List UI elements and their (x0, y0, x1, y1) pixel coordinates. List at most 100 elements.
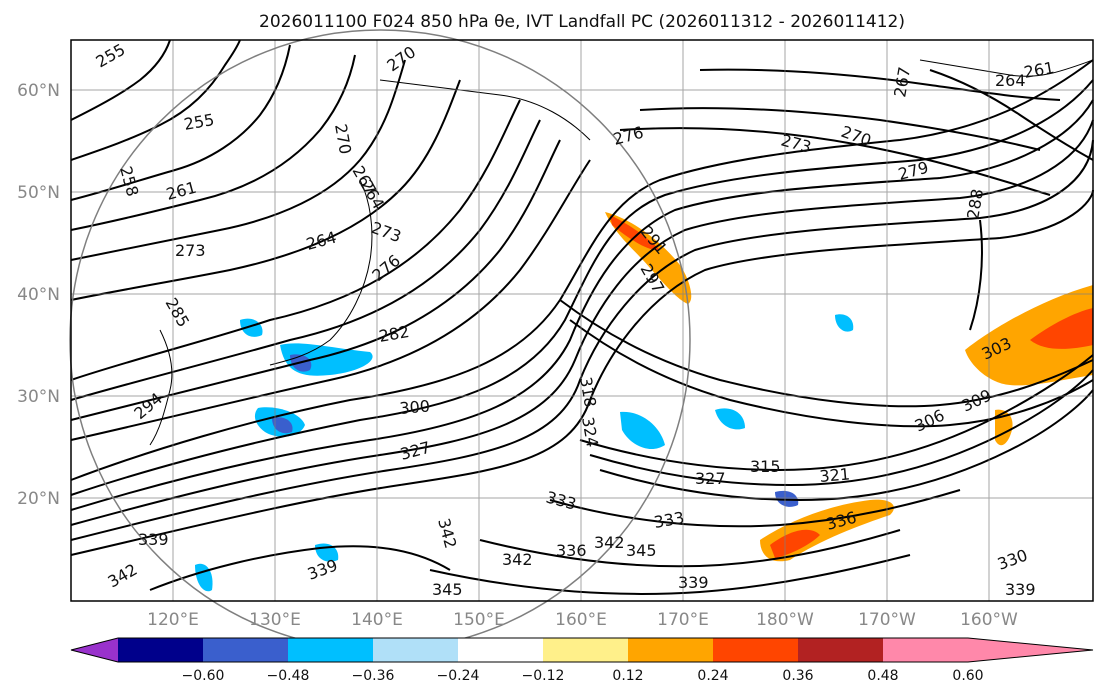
lon-label-160w: 160°W (960, 610, 1018, 630)
lat-label-20n: 20°N (17, 489, 60, 509)
colorbar-tick: −0.12 (522, 668, 565, 684)
lon-label-170w: 170°W (858, 610, 916, 630)
positive-anomaly-east (965, 285, 1093, 386)
colorbar-segment (118, 638, 203, 662)
negative-anomaly-north (835, 314, 854, 332)
contour-line (70, 159, 591, 441)
map-frame (70, 39, 1094, 602)
contour-line (70, 99, 521, 381)
colorbar-tick: 0.48 (867, 668, 898, 684)
coastline (269, 179, 373, 366)
lon-label-130e: 130°E (249, 610, 301, 630)
strong-positive-anomaly-east (1030, 308, 1093, 349)
colorbar-tick: 0.36 (782, 668, 813, 684)
colorbar-segment (798, 638, 883, 662)
colorbar-segment (458, 638, 543, 662)
colorbar-segment (203, 638, 288, 662)
contour-line (619, 127, 1051, 196)
contour-line (70, 99, 1094, 511)
contour-line (70, 39, 171, 121)
contour-line (70, 119, 1094, 526)
colorbar-segment (883, 638, 968, 662)
colorbar-tick: −0.36 (352, 668, 395, 684)
colorbar-extend-high (968, 638, 1093, 662)
contour-label: 339 (1005, 580, 1036, 599)
colorbar-outline (70, 637, 1094, 663)
contour-label: 339 (678, 573, 709, 592)
map-background (71, 40, 1093, 601)
colorbar-tick: −0.24 (437, 668, 480, 684)
lon-label-160e: 160°E (555, 610, 607, 630)
colorbar-tick: 0.60 (952, 668, 983, 684)
contour-line (70, 119, 541, 401)
contour-line (699, 68, 1061, 101)
colorbar-tick: 0.12 (612, 668, 643, 684)
contour-line (429, 554, 911, 595)
longitude-labels: 120°E 130°E 140°E 150°E 160°E 170°E 180°… (147, 610, 1018, 630)
contour-label: 315 (750, 457, 781, 476)
strong-positive-anomaly-south (770, 529, 820, 558)
colorbar-tick: 0.24 (697, 668, 728, 684)
theta-e-contours (70, 39, 1094, 595)
latitude-labels: 60°N 50°N 40°N 30°N 20°N (17, 81, 60, 509)
colorbar-segment (713, 638, 798, 662)
colorbar-tick: −0.48 (267, 668, 310, 684)
contour-label: 336 (556, 541, 587, 560)
colorbar-segment (628, 638, 713, 662)
colorbar-extend-low (71, 638, 118, 662)
lat-label-60n: 60°N (17, 81, 60, 101)
contour-line (569, 319, 1094, 428)
contour-line (70, 59, 1094, 481)
coastline (379, 79, 591, 141)
colorbar-segment (543, 638, 628, 662)
strong-negative-anomaly-south-japan (272, 417, 293, 434)
lon-label-180w: 180°W (756, 610, 814, 630)
contour-label: 345 (626, 541, 657, 560)
colorbar-segment (288, 638, 373, 662)
contour-line (589, 369, 1094, 487)
lon-label-120e: 120°E (147, 610, 199, 630)
colorbar: −0.60 −0.48 −0.36 −0.24 −0.12 0.12 0.24 … (70, 637, 1094, 684)
contour-line (549, 489, 961, 528)
lat-label-50n: 50°N (17, 183, 60, 203)
lon-label-150e: 150°E (453, 610, 505, 630)
contour-line (70, 39, 241, 161)
contour-line (969, 219, 983, 331)
contour-line (70, 79, 1094, 496)
contour-label: 264 (995, 71, 1026, 90)
gridlines (71, 40, 1093, 601)
contour-line (599, 389, 1094, 502)
coastline (919, 59, 1094, 77)
contour-label: 321 (819, 464, 851, 486)
lat-label-40n: 40°N (17, 285, 60, 305)
contour-label: 342 (502, 550, 533, 569)
lon-label-140e: 140°E (351, 610, 403, 630)
contour-line (929, 69, 1094, 161)
contour-line (70, 59, 406, 261)
contour-line (579, 354, 1094, 472)
contour-label: 300 (399, 396, 431, 418)
contour-label: 339 (138, 530, 169, 549)
map-title: 2026011100 F024 850 hPa θe, IVT Landfall… (259, 12, 905, 32)
negative-anomaly-central (620, 411, 665, 450)
coastline (149, 329, 173, 446)
contour-line (639, 107, 1041, 151)
colorbar-tick: −0.60 (182, 668, 225, 684)
contour-line (149, 545, 451, 591)
contour-label: 327 (695, 469, 726, 488)
coastlines (149, 59, 1094, 446)
lon-label-170e: 170°E (657, 610, 709, 630)
contour-label: 342 (594, 533, 625, 552)
contour-line (70, 44, 291, 201)
contour-line (559, 299, 1094, 408)
contour-line (479, 529, 901, 568)
negative-anomaly-central-2 (715, 408, 745, 430)
map-panel: 255 270 255 258 261 264 267 273 270 276 … (69, 29, 1094, 651)
lat-label-30n: 30°N (17, 387, 60, 407)
contour-line (70, 139, 561, 421)
contour-label: 345 (432, 580, 463, 599)
contour-label: 273 (175, 241, 206, 260)
contour-line (70, 79, 461, 301)
contour-line (70, 54, 356, 231)
